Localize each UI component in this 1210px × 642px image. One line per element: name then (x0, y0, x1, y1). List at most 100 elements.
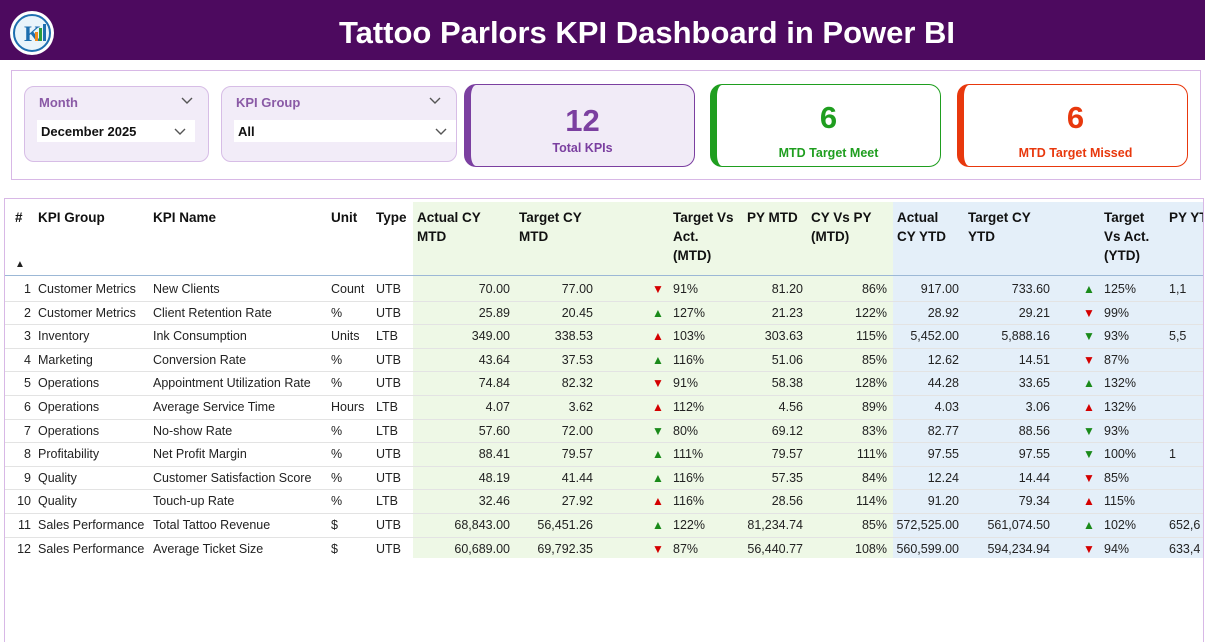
chevron[interactable] (173, 127, 187, 137)
status-icon: ▲ (652, 470, 664, 485)
table-cell: 4 (24, 352, 31, 367)
table-cell: 85% (1104, 470, 1130, 485)
status-icon: ▼ (652, 282, 664, 296)
table-cell: 116% (673, 352, 705, 367)
table-cell: Hours (331, 400, 365, 414)
table-cell: 100% (1104, 447, 1136, 462)
status-icon: ▲ (1083, 376, 1095, 391)
table-cell: 122% (855, 305, 887, 320)
header-bar (0, 0, 1205, 60)
table-cell: 91% (673, 376, 699, 391)
table-cell: UTB (376, 518, 401, 532)
table-cell: 57.60 (478, 423, 510, 438)
table-cell: 41.44 (561, 470, 593, 485)
table-cell: 25.89 (478, 305, 510, 320)
table-cell: 87% (1104, 352, 1130, 367)
table-cell: 652,6 (1169, 518, 1201, 532)
table-cell: 84% (861, 470, 887, 485)
column-header: KPI Name (153, 210, 217, 225)
table-cell: 114% (855, 494, 887, 509)
status-icon: ▼ (1083, 305, 1095, 320)
slicer-label: KPI Group (236, 95, 301, 110)
table-cell: 116% (673, 470, 705, 485)
table-cell: Ink Consumption (153, 329, 247, 344)
table-cell: 127% (673, 305, 705, 320)
status-icon: ▼ (1083, 423, 1095, 438)
table-cell: % (331, 494, 343, 509)
table-cell: 4.07 (485, 400, 510, 414)
row-divider (5, 395, 1203, 396)
table-cell: 917.00 (920, 282, 959, 296)
column-header: Unit (331, 210, 358, 225)
chevron[interactable] (428, 96, 442, 106)
table-cell: % (331, 376, 343, 391)
table-cell: Units (331, 329, 360, 344)
table-cell: 29.21 (1018, 305, 1050, 320)
status-icon: ▲ (652, 494, 664, 509)
table-cell: Marketing (38, 352, 93, 367)
column-header: Target CY YTD (968, 210, 1031, 244)
status-icon: ▼ (1083, 541, 1095, 556)
ytd-band (893, 202, 1203, 558)
slicer[interactable]: Month December 2025 (24, 86, 209, 162)
status-icon: ▲ (1083, 282, 1095, 296)
table-cell: 115% (855, 329, 887, 344)
table-cell: UTB (376, 447, 401, 462)
table-cell: 733.60 (1011, 282, 1050, 296)
table-cell: 125% (1104, 282, 1136, 296)
table-cell: 60,689.00 (454, 541, 510, 556)
table-cell: 633,4 (1169, 541, 1201, 556)
table-cell: 91% (673, 282, 699, 296)
table-cell: 5 (24, 376, 31, 391)
table-cell: 69.12 (771, 423, 803, 438)
table-cell: 5,888.16 (1001, 329, 1050, 344)
status-icon: ▼ (652, 376, 664, 391)
table-cell: 79.57 (561, 447, 593, 462)
table-cell: 56,440.77 (747, 541, 803, 556)
table-cell: 79.57 (771, 447, 803, 462)
table-cell: Operations (38, 376, 100, 391)
card-label: Total KPIs (552, 141, 613, 155)
table-cell: 72.00 (561, 423, 593, 438)
row-divider (5, 489, 1203, 491)
slicer-input[interactable]: December 2025 (37, 120, 195, 142)
sort-icon[interactable]: ▲ (15, 259, 25, 270)
table-cell: 21.23 (771, 305, 803, 320)
status-icon: ▲ (652, 400, 664, 414)
table-cell: Appointment Utilization Rate (153, 376, 311, 391)
slicer-input[interactable]: All (234, 120, 456, 142)
chevron[interactable] (434, 127, 448, 137)
table-cell: 69,792.35 (537, 541, 593, 556)
table-cell: 88.41 (478, 447, 510, 462)
table-cell: 122% (673, 518, 705, 532)
card-value: 6 (819, 100, 838, 135)
table-cell: Operations (38, 423, 100, 438)
table-cell: 12.24 (927, 470, 959, 485)
table-cell: % (331, 305, 343, 320)
table-cell: Inventory (38, 329, 90, 344)
row-divider (5, 324, 1203, 326)
chevron[interactable] (180, 96, 194, 106)
table-cell: 102% (1104, 518, 1136, 532)
table-cell: 94% (1104, 541, 1130, 556)
table-cell: % (331, 352, 343, 367)
column-header: Target Vs Act. (YTD) (1104, 210, 1150, 263)
table-cell: Operations (38, 400, 100, 414)
row-divider (5, 465, 1203, 467)
table-cell: Net Profit Margin (153, 447, 247, 462)
row-divider (5, 513, 1203, 514)
table-cell: 51.06 (771, 352, 803, 367)
table-cell: 4.56 (778, 400, 803, 414)
row-divider (5, 418, 1203, 420)
status-icon: ▲ (1083, 400, 1095, 414)
table-cell: Average Ticket Size (153, 541, 264, 556)
table-cell: 77.00 (561, 282, 593, 296)
table-cell: 116% (673, 494, 705, 509)
table-cell: 33.65 (1018, 376, 1050, 391)
table-cell: 594,234.94 (987, 541, 1050, 556)
table-cell: UTB (376, 305, 401, 320)
slicer[interactable]: KPI Group All (221, 86, 457, 162)
table-cell: % (331, 470, 343, 485)
status-icon: ▼ (1083, 447, 1095, 462)
table-cell: 5,5 (1169, 329, 1187, 344)
